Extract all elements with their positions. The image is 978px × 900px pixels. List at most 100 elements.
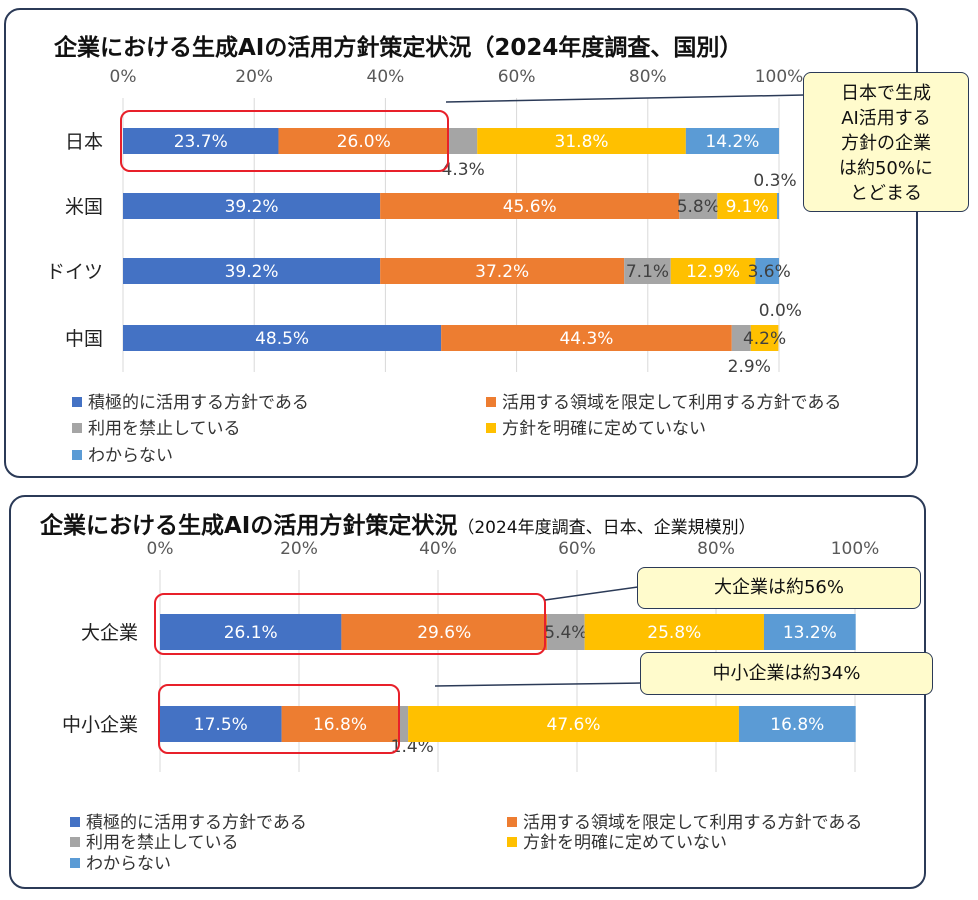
bar-segment-unknown — [685, 128, 779, 154]
data-label: 37.2% — [475, 262, 529, 282]
x-tick-label: 100% — [831, 539, 880, 559]
data-label: 13.2% — [783, 623, 837, 643]
x-tick-label: 40% — [419, 539, 457, 559]
callout-large-companies: 大企業は約56% — [637, 567, 921, 609]
legend-label: 利用を禁止している — [88, 419, 241, 439]
legend-item: わからない — [72, 441, 173, 466]
x-tick-label: 20% — [280, 539, 318, 559]
chart-subtitle: （2024年度調査、日本、企業規模別） — [457, 518, 756, 538]
legend-label: わからない — [88, 446, 173, 466]
legend-label: 方針を明確に定めていない — [502, 419, 706, 439]
bar-segment-unknown — [755, 258, 779, 284]
category-label: 大企業 — [81, 622, 138, 644]
callout-pointer — [544, 586, 639, 601]
chart-panel-by-country — [4, 8, 918, 478]
data-label: 16.8% — [313, 715, 367, 735]
callout-line: 日本で生成 — [841, 83, 931, 104]
bar-segment-unknown — [777, 193, 779, 219]
data-label: 44.3% — [559, 329, 613, 349]
x-tick-label: 0% — [110, 67, 137, 87]
chart-title-by-company-size: 企業における生成AIの活用方針策定状況（2024年度調査、日本、企業規模別） — [40, 506, 756, 540]
bar-segment-positive — [123, 128, 279, 154]
legend-label: 活用する領域を限定して利用する方針である — [523, 813, 863, 833]
callout-line: 方針の企業 — [841, 133, 931, 154]
x-tick-label: 60% — [558, 539, 596, 559]
callout-small-companies: 中小企業は約34% — [640, 652, 933, 695]
bar-segment-positive — [123, 325, 442, 351]
bar-segment-prohibited — [398, 706, 409, 742]
legend-item: 方針を明確に定めていない — [486, 414, 706, 439]
category-label: 中小企業 — [62, 714, 138, 736]
bar-segment-undecided — [670, 258, 756, 284]
bar-segment-unknown — [763, 614, 856, 650]
data-label: 39.2% — [225, 197, 279, 217]
legend-label: 積極的に活用する方針である — [88, 393, 309, 413]
bar-segment-unknown — [738, 706, 856, 742]
legend-item: わからない — [70, 849, 171, 874]
legend-swatch — [72, 450, 82, 460]
bar-segment-prohibited — [547, 614, 585, 650]
data-label: 5.8% — [677, 197, 720, 217]
bar-segment-undecided — [717, 193, 778, 219]
data-label: 4.2% — [743, 329, 786, 349]
data-label: 7.1% — [626, 262, 669, 282]
highlight-box-japan — [120, 110, 449, 172]
callout-pointer — [434, 682, 642, 687]
data-label: 23.7% — [174, 132, 228, 152]
legend-swatch — [507, 817, 517, 827]
legend-item: 積極的に活用する方針である — [72, 388, 309, 413]
data-label: 0.0% — [759, 301, 802, 321]
x-tick-label: 100% — [755, 67, 804, 87]
data-label: 47.6% — [547, 715, 601, 735]
chart-title-by-country: 企業における生成AIの活用方針策定状況（2024年度調査、国別） — [54, 35, 743, 61]
bar-segment-limited — [441, 325, 732, 351]
bar-segment-limited — [380, 258, 625, 284]
data-label: 16.8% — [770, 715, 824, 735]
bar-segment-prohibited — [731, 325, 751, 351]
data-label: 9.1% — [726, 197, 769, 217]
legend-label: 活用する領域を限定して利用する方針である — [502, 393, 842, 413]
legend-item: 利用を禁止している — [70, 828, 239, 853]
legend-swatch — [70, 837, 80, 847]
callout-line: は約50%に — [838, 158, 933, 179]
data-label: 3.6% — [748, 262, 791, 282]
legend-label: わからない — [86, 854, 171, 874]
category-label: ドイツ — [46, 261, 103, 283]
bar-segment-positive — [160, 706, 282, 742]
data-label: 4.3% — [442, 160, 485, 180]
data-label: 45.6% — [503, 197, 557, 217]
data-label: 39.2% — [225, 262, 279, 282]
legend-swatch — [72, 423, 82, 433]
bar-segment-positive — [160, 614, 342, 650]
data-label: 0.3% — [753, 171, 796, 191]
x-tick-label: 80% — [629, 67, 667, 87]
category-label: 米国 — [65, 196, 103, 218]
data-label: 48.5% — [255, 329, 309, 349]
callout-japan-50-percent: 日本で生成 AI活用する 方針の企業 は約50%に とどまる — [803, 72, 969, 212]
legend-item: 活用する領域を限定して利用する方針である — [486, 388, 841, 413]
bar-segment-positive — [123, 193, 381, 219]
category-label: 中国 — [65, 328, 103, 350]
legend-swatch — [486, 397, 496, 407]
x-tick-label: 0% — [147, 539, 174, 559]
data-label: 14.2% — [705, 132, 759, 152]
chart-title-text: 企業における生成AIの活用方針策定状況 — [40, 513, 458, 539]
bar-segment-limited — [281, 706, 399, 742]
bar-segment-prohibited — [624, 258, 671, 284]
data-label: 5.4% — [544, 623, 587, 643]
bar-segment-limited — [380, 193, 680, 219]
highlight-box-large — [154, 593, 546, 655]
legend-label: 積極的に活用する方針である — [86, 813, 307, 833]
legend-swatch — [507, 837, 517, 847]
legend-item: 利用を禁止している — [72, 414, 241, 439]
category-label: 日本 — [65, 131, 103, 153]
x-tick-label: 20% — [235, 67, 273, 87]
bar-segment-undecided — [477, 128, 686, 154]
x-tick-label: 60% — [498, 67, 536, 87]
legend-item: 積極的に活用する方針である — [70, 808, 307, 833]
data-label: 12.9% — [686, 262, 740, 282]
legend-item: 活用する領域を限定して利用する方針である — [507, 808, 862, 833]
bar-segment-undecided — [750, 325, 779, 351]
bar-segment-prohibited — [449, 128, 478, 154]
